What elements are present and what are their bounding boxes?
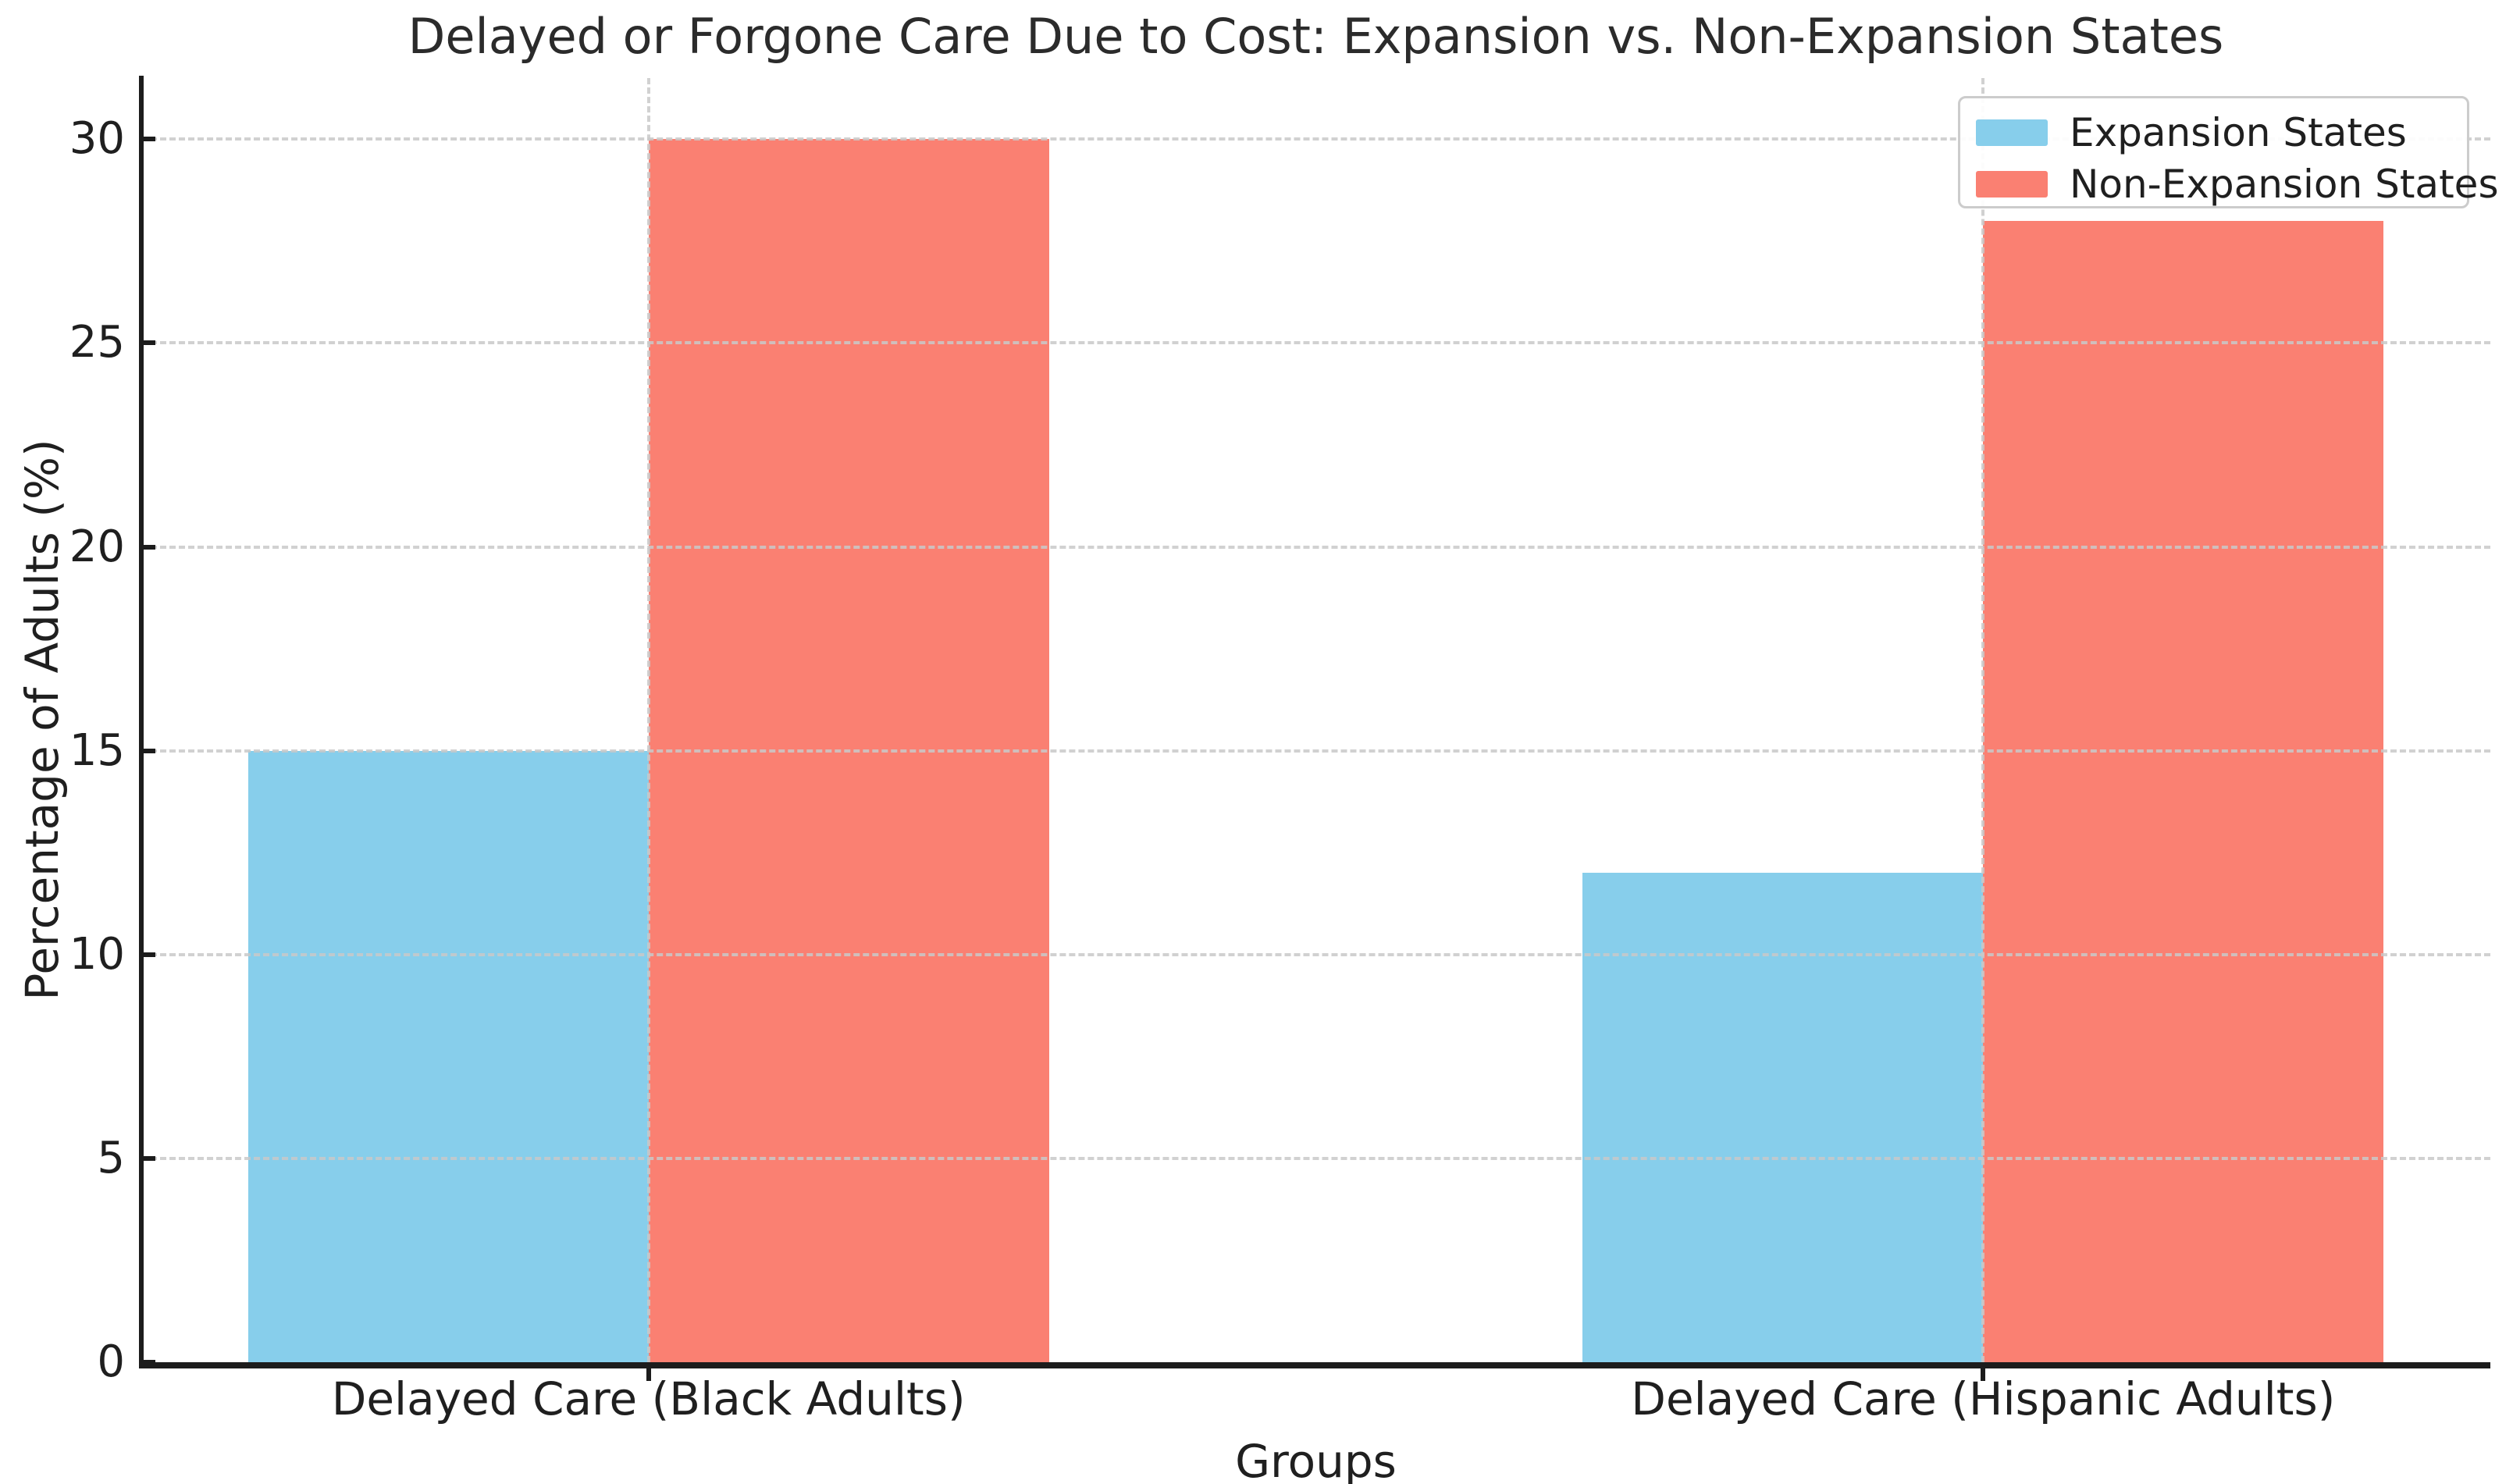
- y-tick-label-10: 10: [69, 928, 125, 980]
- legend: Expansion States Non-Expansion States: [1958, 96, 2499, 208]
- gridline-y-15: [141, 749, 2490, 753]
- bar-expansion-states-delayed-care-hispanic-adults: [1582, 873, 1984, 1362]
- y-tick-mark-25: [141, 340, 155, 346]
- gridline-y-5: [141, 1156, 2490, 1160]
- gridline-x-0: [646, 78, 650, 1362]
- x-tick-label-delayed-care-hispanic-adults: Delayed Care (Hispanic Adults): [1631, 1372, 2336, 1425]
- y-tick-mark-0: [141, 1360, 155, 1365]
- y-tick-mark-5: [141, 1155, 155, 1161]
- legend-item-expansion: Expansion States: [1976, 109, 2451, 156]
- y-tick-mark-30: [141, 137, 155, 142]
- gridline-y-25: [141, 341, 2490, 345]
- y-axis-spine: [139, 76, 144, 1368]
- y-tick-label-20: 20: [69, 521, 125, 572]
- gridline-y-30: [141, 137, 2490, 141]
- gridline-y-20: [141, 545, 2490, 549]
- y-tick-label-15: 15: [69, 724, 125, 776]
- x-axis-label: Groups: [1235, 1435, 1397, 1484]
- y-tick-label-25: 25: [69, 317, 125, 368]
- legend-label-expansion: Expansion States: [2070, 110, 2407, 155]
- legend-swatch-non-expansion: [1976, 171, 2048, 198]
- plot-area: Expansion States Non-Expansion States: [141, 78, 2499, 1362]
- y-tick-label-5: 5: [97, 1132, 125, 1183]
- chart-title: Delayed or Forgone Care Due to Cost: Exp…: [408, 8, 2224, 65]
- gridline-y-10: [141, 952, 2490, 956]
- y-tick-mark-20: [141, 544, 155, 550]
- legend-item-non-expansion: Non-Expansion States: [1976, 161, 2499, 208]
- bar-expansion-states-delayed-care-black-adults: [247, 750, 649, 1362]
- legend-swatch-expansion: [1976, 119, 2048, 146]
- bar-non-expansion-states-delayed-care-hispanic-adults: [1983, 220, 2384, 1362]
- legend-label-non-expansion: Non-Expansion States: [2070, 162, 2499, 207]
- y-tick-mark-10: [141, 952, 155, 957]
- y-tick-label-30: 30: [69, 113, 125, 165]
- x-tick-label-delayed-care-black-adults: Delayed Care (Black Adults): [331, 1372, 966, 1425]
- y-tick-mark-15: [141, 748, 155, 753]
- x-tick-mark-1: [1981, 1368, 1986, 1381]
- x-axis-spine: [139, 1362, 2490, 1368]
- y-axis-label: Percentage of Adults (%): [16, 439, 69, 1001]
- x-tick-mark-0: [646, 1368, 651, 1381]
- gridline-x-1: [1981, 78, 1985, 1362]
- y-tick-label-0: 0: [97, 1336, 125, 1387]
